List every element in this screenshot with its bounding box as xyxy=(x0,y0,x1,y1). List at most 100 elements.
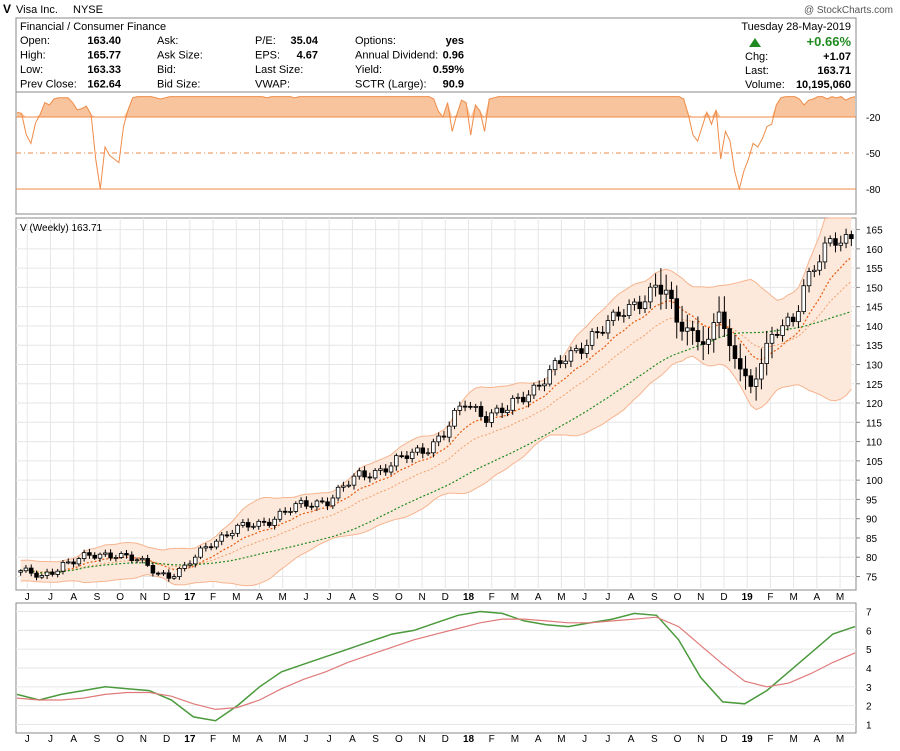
candle-body xyxy=(272,518,277,526)
candle-body xyxy=(579,348,584,354)
candle-body xyxy=(489,412,494,423)
candle-body xyxy=(166,572,172,579)
quote-date: Tuesday 28-May-2019 xyxy=(741,21,851,33)
price-x-label: M xyxy=(557,592,565,603)
price-tick-label: 130 xyxy=(866,360,883,371)
price-tick-label: 150 xyxy=(866,283,883,294)
candle-body xyxy=(378,468,383,471)
quote-label: Last Size: xyxy=(255,64,303,76)
candle-body xyxy=(394,455,399,467)
bottom-x-label: J xyxy=(605,734,610,745)
quote-label: High: xyxy=(20,50,46,62)
quote-label: Open: xyxy=(20,35,50,47)
candle-body xyxy=(833,238,838,246)
quote-label: Low: xyxy=(20,64,43,76)
bottom-x-label: A xyxy=(628,734,635,745)
price-x-label: N xyxy=(697,592,704,603)
candle-body xyxy=(775,333,780,336)
price-x-axis: J J A S O N D 17 F M A M J J A S O N D 18 F M A M J J A S O N D 19 F M A M xyxy=(25,592,844,603)
bottom-x-label: 18 xyxy=(463,734,475,745)
price-x-label: F xyxy=(210,592,216,603)
bottom-x-label: A xyxy=(349,734,356,745)
watermark: @ StockCharts.com xyxy=(804,5,893,16)
bottom-x-label: N xyxy=(140,734,147,745)
candle-body xyxy=(309,505,314,508)
candle-body xyxy=(526,394,531,403)
candle-body xyxy=(801,285,806,312)
candle-body xyxy=(44,571,50,576)
price-x-label: M xyxy=(789,592,797,603)
price-panel-frame xyxy=(15,217,857,591)
candle-body xyxy=(679,321,685,332)
price-x-label: M xyxy=(511,592,519,603)
candle-body xyxy=(478,405,484,417)
last-value: 163.71 xyxy=(817,65,851,77)
bottom-x-label: 19 xyxy=(742,734,754,745)
bottom-x-label: A xyxy=(256,734,263,745)
candle-body xyxy=(552,360,558,371)
bottom-x-axis: J J A S O N D 17 F M A M J J A S O N D 18 F M A M J J A S O N D 19 F M A M xyxy=(25,734,844,745)
price-tick-label: 125 xyxy=(866,380,883,391)
quote-value: 0.96 xyxy=(443,50,464,62)
bottom-x-label: O xyxy=(116,734,124,745)
candle-body xyxy=(129,554,135,561)
candle-body xyxy=(383,468,388,473)
top-tick-label: -20 xyxy=(866,113,881,124)
price-tick-label: 145 xyxy=(866,303,883,314)
candle-body xyxy=(838,242,844,246)
candle-body xyxy=(208,546,214,549)
candle-body xyxy=(277,510,283,520)
candle-body xyxy=(39,575,45,578)
quote-label: SCTR (Large): xyxy=(355,79,427,91)
bottom-x-label: D xyxy=(720,734,727,745)
candle-body xyxy=(573,348,579,352)
candle-body xyxy=(431,441,436,454)
candle-body xyxy=(60,562,66,572)
bottom-x-label: M xyxy=(836,734,844,745)
bottom-x-label: J xyxy=(48,734,53,745)
quote-table: Open: 163.40 Ask: P/E: 35.04 Options: yes High:… xyxy=(20,35,464,91)
candle-body xyxy=(611,311,616,322)
upper-band-line xyxy=(20,217,852,563)
price-x-label: F xyxy=(767,592,773,603)
candle-body xyxy=(50,571,55,575)
bottom-tick-label: 5 xyxy=(866,645,872,656)
williams-line xyxy=(16,96,856,191)
bottom-x-label: A xyxy=(814,734,821,745)
bottom-x-label: F xyxy=(210,734,216,745)
candle-body xyxy=(182,564,187,569)
lower-band-line xyxy=(20,355,852,587)
candle-body xyxy=(716,311,722,323)
price-tick-label: 135 xyxy=(866,341,883,352)
bottom-x-label: A xyxy=(70,734,77,745)
price-tick-label: 105 xyxy=(866,457,883,468)
bottom-x-label: S xyxy=(372,734,379,745)
candle-body xyxy=(753,378,759,387)
bottom-x-label: J xyxy=(303,734,308,745)
price-x-label: J xyxy=(303,592,308,603)
bottom-x-label: J xyxy=(25,734,30,745)
overbought-fill xyxy=(17,96,855,117)
candle-body xyxy=(743,368,748,377)
candle-body xyxy=(521,396,526,403)
bottom-x-label: A xyxy=(535,734,542,745)
candle-body xyxy=(790,316,796,323)
candle-body xyxy=(748,375,754,387)
price-x-label: O xyxy=(116,592,124,603)
price-x-label: A xyxy=(814,592,821,603)
williams-area xyxy=(16,96,856,191)
company-name: Visa Inc. xyxy=(16,4,58,16)
bottom-y-axis: 1 2 3 4 5 6 7 xyxy=(866,608,872,732)
candle-body xyxy=(849,234,854,240)
candle-body xyxy=(66,561,71,564)
price-panel: 75 80 85 90 95 100 105 110 115 120 125 130 135 140 145… xyxy=(15,217,883,603)
candle-body xyxy=(420,447,426,454)
candle-body xyxy=(261,520,267,523)
candle-body xyxy=(28,567,34,574)
candle-body xyxy=(108,552,113,559)
price-tick-label: 100 xyxy=(866,476,883,487)
candle-body xyxy=(245,522,251,528)
candle-body xyxy=(722,311,727,329)
quote-value: 162.64 xyxy=(87,79,122,91)
